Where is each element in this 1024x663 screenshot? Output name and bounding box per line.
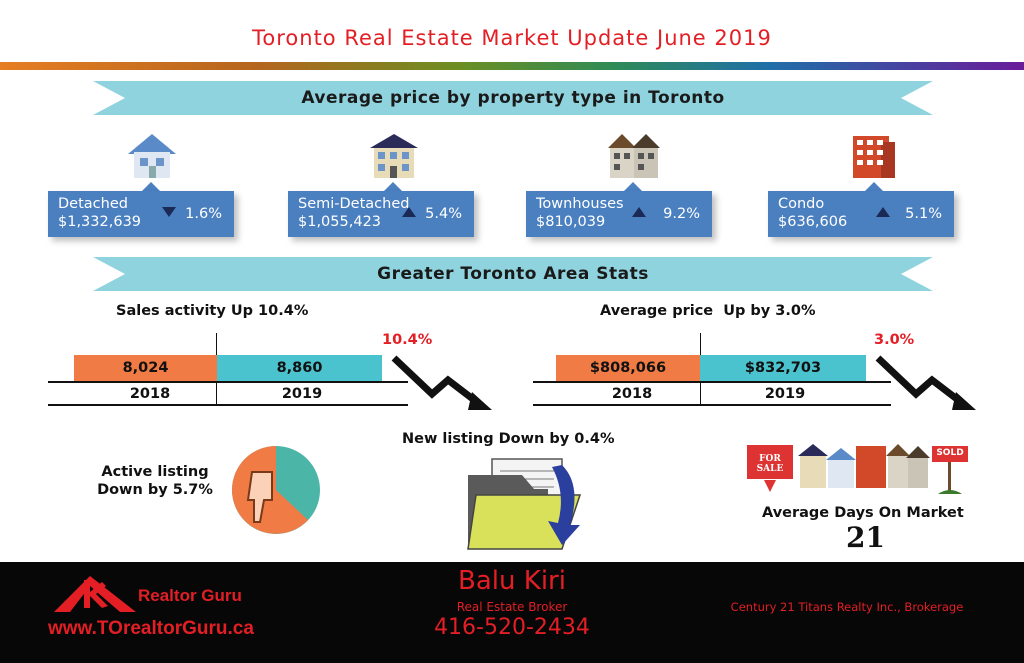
sales-pct: 10.4%: [382, 332, 433, 348]
banner-gta: Greater Toronto Area Stats: [93, 257, 933, 291]
semi-detached-house-icon: [366, 128, 422, 184]
card-notch: [141, 182, 161, 192]
sales-bar-2018: 8,024: [74, 355, 217, 381]
trend-arrow-icon: [391, 355, 492, 410]
trend-arrow-icon: [875, 355, 976, 410]
avg-price-year-2018: 2018: [611, 386, 653, 402]
sales-heading: Sales activity Up 10.4%: [116, 303, 309, 319]
avg-price-heading: Average price Up by 3.0%: [600, 303, 816, 319]
sales-year-2019: 2019: [281, 386, 323, 402]
card-condo-change: 5.1%: [905, 206, 942, 222]
card-condo-price: $636,606: [778, 214, 848, 230]
sales-year-2018: 2018: [129, 386, 171, 402]
card-notch: [623, 182, 643, 192]
active-listing-line2: Down by 5.7%: [97, 482, 213, 498]
new-listing-label: New listing Down by 0.4%: [402, 431, 615, 447]
condo-building-icon: [845, 128, 901, 184]
card-semi-detached-name: Semi-Detached: [298, 196, 410, 212]
card-notch: [383, 182, 403, 192]
folder-documents-icon: [467, 458, 582, 550]
footer-website[interactable]: www.TOrealtorGuru.ca: [48, 618, 254, 639]
footer-agent-title: Real Estate Broker: [456, 600, 568, 614]
title-divider: [0, 62, 1024, 70]
days-on-market-label: Average Days On Market: [762, 505, 964, 521]
footer-phone[interactable]: 416-520-2434: [434, 615, 590, 640]
card-notch: [864, 182, 884, 192]
card-detached-change: 1.6%: [185, 206, 222, 222]
active-listing-label: Active listing Down by 5.7%: [90, 463, 220, 499]
down-arrow-icon: [162, 207, 176, 217]
card-detached-price: $1,332,639: [58, 214, 142, 230]
card-semi-detached-change: 5.4%: [425, 206, 462, 222]
banner-ribbon: [93, 257, 933, 291]
card-townhouses: Townhouses $810,039 9.2%: [526, 191, 712, 237]
card-townhouses-name: Townhouses: [536, 196, 624, 212]
banner-property-type-label: Average price by property type in Toront…: [301, 88, 725, 108]
avg-price-year-2019: 2019: [764, 386, 806, 402]
avg-price-bar-2018: $808,066: [556, 355, 700, 381]
card-condo-name: Condo: [778, 196, 825, 212]
footer-brokerage: Century 21 Titans Realty Inc., Brokerage: [730, 600, 964, 614]
sales-bar-2019: 8,860: [217, 355, 382, 381]
card-semi-detached: Semi-Detached $1,055,423 5.4%: [288, 191, 474, 237]
active-listing-line1: Active listing: [101, 464, 209, 480]
footer-agent-name: Balu Kiri: [458, 566, 566, 596]
up-arrow-icon: [632, 207, 646, 217]
houses-row-icon: [798, 444, 930, 488]
avg-price-baseline: [533, 381, 891, 383]
days-on-market-value: 21: [846, 521, 885, 554]
card-semi-detached-price: $1,055,423: [298, 214, 382, 230]
card-townhouses-change: 9.2%: [663, 206, 700, 222]
page-title: Toronto Real Estate Market Update June 2…: [252, 26, 772, 50]
avg-price-bottom-line: [533, 404, 891, 406]
footer-brand: Realtor Guru: [138, 586, 242, 605]
sales-baseline: [48, 381, 408, 383]
sold-sign-icon: [932, 446, 968, 494]
sold-sign-text: SOLD: [936, 448, 964, 458]
for-sale-sign-text: FOR SALE: [756, 454, 784, 474]
realtor-guru-logo-icon: [54, 576, 136, 612]
card-detached-name: Detached: [58, 196, 128, 212]
thumbs-down-pie-icon: [232, 446, 320, 534]
townhouse-icon: [606, 128, 662, 184]
card-condo: Condo $636,606 5.1%: [768, 191, 954, 237]
detached-house-icon: [124, 128, 180, 184]
avg-price-pct: 3.0%: [874, 332, 915, 348]
banner-gta-label: Greater Toronto Area Stats: [377, 264, 649, 284]
avg-price-bar-2019: $832,703: [700, 355, 866, 381]
banner-ribbon: [93, 81, 933, 115]
up-arrow-icon: [402, 207, 416, 217]
card-detached: Detached $1,332,639 1.6%: [48, 191, 234, 237]
for-sale-sign-icon: [745, 443, 795, 492]
sales-bottom-line: [48, 404, 408, 406]
card-townhouses-price: $810,039: [536, 214, 606, 230]
footer: [0, 562, 1024, 663]
up-arrow-icon: [876, 207, 890, 217]
banner-property-type: Average price by property type in Toront…: [93, 81, 933, 115]
